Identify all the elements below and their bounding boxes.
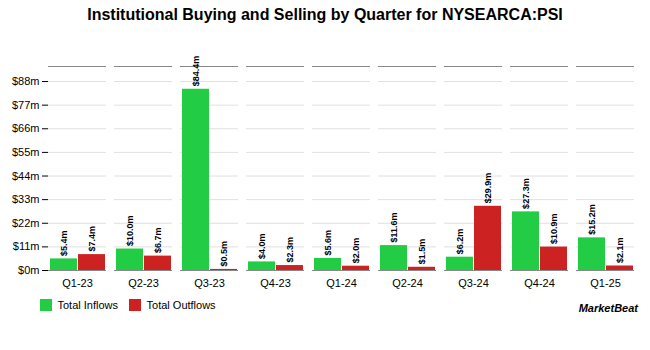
svg-text:$7.4m: $7.4m bbox=[87, 226, 97, 252]
svg-text:$2.1m: $2.1m bbox=[615, 237, 625, 263]
svg-text:$55m: $55m bbox=[12, 146, 40, 158]
svg-text:$0m: $0m bbox=[18, 264, 39, 276]
svg-text:Q1-25: Q1-25 bbox=[590, 277, 621, 289]
svg-text:Q2-24: Q2-24 bbox=[392, 277, 423, 289]
svg-text:$22m: $22m bbox=[12, 217, 40, 229]
svg-text:Q3-23: Q3-23 bbox=[194, 277, 225, 289]
svg-text:$77m: $77m bbox=[12, 99, 40, 111]
svg-text:$5.4m: $5.4m bbox=[59, 230, 69, 256]
svg-text:$2.0m: $2.0m bbox=[351, 238, 361, 264]
html-text:Institutional Buying and Selli: Institutional Buying and Selling by Quar… bbox=[87, 6, 563, 23]
html-text:MarketBeat: MarketBeat bbox=[578, 302, 638, 314]
svg-text:$88m: $88m bbox=[12, 75, 40, 87]
svg-text:$6.7m: $6.7m bbox=[153, 228, 163, 254]
svg-text:Q4-23: Q4-23 bbox=[260, 277, 291, 289]
html-text:Total Outflows: Total Outflows bbox=[146, 299, 216, 312]
svg-text:$66m: $66m bbox=[12, 122, 40, 134]
svg-text:Q2-23: Q2-23 bbox=[128, 277, 159, 289]
svg-text:Q4-24: Q4-24 bbox=[524, 277, 555, 289]
svg-text:$0.5m: $0.5m bbox=[219, 241, 229, 267]
svg-text:$15.2m: $15.2m bbox=[587, 204, 597, 235]
svg-text:$11m: $11m bbox=[13, 240, 40, 252]
html-text:Total Inflows: Total Inflows bbox=[57, 299, 118, 312]
svg-text:$10.0m: $10.0m bbox=[125, 215, 135, 246]
svg-text:$6.2m: $6.2m bbox=[455, 229, 465, 255]
svg-text:$84.4m: $84.4m bbox=[191, 56, 201, 87]
svg-text:$10.9m: $10.9m bbox=[549, 214, 559, 245]
svg-text:Q1-23: Q1-23 bbox=[62, 277, 93, 289]
svg-text:$5.6m: $5.6m bbox=[323, 230, 333, 256]
svg-text:$27.3m: $27.3m bbox=[521, 178, 531, 209]
svg-text:$29.9m: $29.9m bbox=[483, 173, 493, 204]
svg-text:$33m: $33m bbox=[12, 193, 40, 205]
svg-text:$2.3m: $2.3m bbox=[285, 237, 295, 263]
svg-text:Q3-24: Q3-24 bbox=[458, 277, 489, 289]
svg-text:$4.0m: $4.0m bbox=[257, 233, 267, 259]
svg-text:$1.5m: $1.5m bbox=[417, 239, 427, 265]
svg-text:$44m: $44m bbox=[12, 170, 40, 182]
svg-text:$11.6m: $11.6m bbox=[389, 213, 399, 243]
svg-text:Q1-24: Q1-24 bbox=[326, 277, 357, 289]
